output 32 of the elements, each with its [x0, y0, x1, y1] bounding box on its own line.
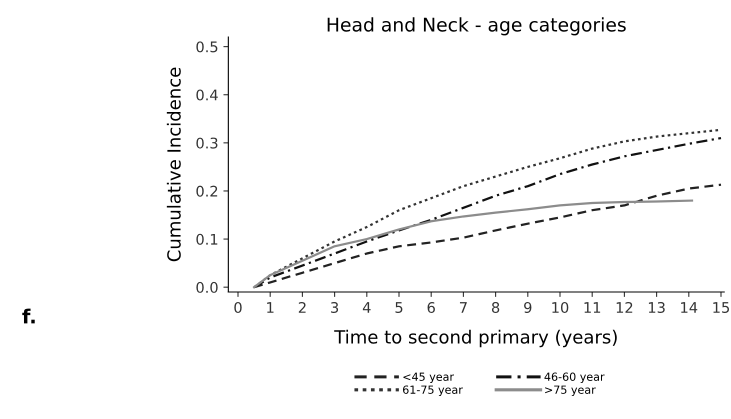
y-tick-label: 0.1: [196, 234, 218, 245]
x-tick-label: 13: [648, 302, 665, 314]
x-tick-label: 14: [681, 302, 698, 313]
x-tick-label: 8: [492, 302, 500, 314]
y-tick-label: 0.2: [196, 186, 218, 197]
x-tick-label: 11: [584, 302, 600, 313]
x-tick-label: 4: [362, 302, 371, 313]
y-tick-label: 0.3: [196, 138, 218, 149]
x-tick-label: 7: [460, 302, 467, 313]
line-series: [252, 184, 722, 288]
x-tick-label: 5: [395, 302, 402, 314]
x-axis-title: Time to second primary (years): [334, 330, 617, 348]
x-tick-label: 3: [331, 302, 338, 314]
legend-label: 61-75 year: [403, 385, 463, 396]
x-tick-label: 1: [267, 302, 274, 313]
y-axis-title: Cumulative Incidence: [166, 68, 181, 262]
line-series: [252, 199, 694, 288]
legend-label: >75 year: [545, 386, 596, 396]
x-tick-label: 10: [552, 302, 568, 314]
y-tick-label: 0.5: [196, 41, 218, 52]
chart-title: Head and Neck - age categories: [328, 17, 626, 36]
x-tick-label: 0: [234, 302, 242, 314]
legend-label: <45 year: [403, 372, 454, 384]
x-tick-label: 6: [428, 302, 435, 314]
y-tick-label: 0.0: [196, 282, 218, 293]
text: f.: [22, 308, 35, 324]
x-tick-label: 12: [616, 302, 632, 313]
y-tick-label: 0.4: [196, 89, 218, 100]
x-tick-label: 15: [713, 302, 730, 314]
legend-label: 46-60 year: [544, 372, 605, 384]
x-tick-label: 2: [298, 302, 306, 313]
x-tick-label: 9: [524, 302, 532, 314]
